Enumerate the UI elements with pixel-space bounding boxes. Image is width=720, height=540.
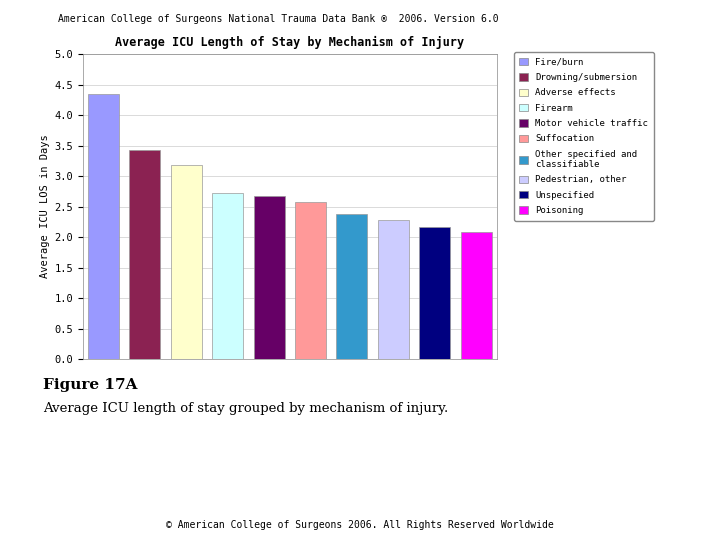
Title: Average ICU Length of Stay by Mechanism of Injury: Average ICU Length of Stay by Mechanism … xyxy=(115,36,464,49)
Bar xyxy=(130,151,161,359)
Bar xyxy=(88,93,119,359)
Bar xyxy=(212,193,243,359)
Bar xyxy=(295,201,326,359)
Bar xyxy=(336,214,367,359)
Bar xyxy=(419,227,450,359)
Y-axis label: Average ICU LOS in Days: Average ICU LOS in Days xyxy=(40,134,50,279)
Legend: Fire/burn, Drowning/submersion, Adverse effects, Firearm, Motor vehicle traffic,: Fire/burn, Drowning/submersion, Adverse … xyxy=(514,52,654,220)
Text: © American College of Surgeons 2006. All Rights Reserved Worldwide: © American College of Surgeons 2006. All… xyxy=(166,520,554,530)
Bar xyxy=(378,220,409,359)
Bar xyxy=(253,195,284,359)
Bar xyxy=(171,165,202,359)
Text: Average ICU length of stay grouped by mechanism of injury.: Average ICU length of stay grouped by me… xyxy=(43,402,449,415)
Text: Figure 17A: Figure 17A xyxy=(43,378,138,392)
Text: American College of Surgeons National Trauma Data Bank ®  2006. Version 6.0: American College of Surgeons National Tr… xyxy=(58,14,498,24)
Bar xyxy=(461,232,492,359)
